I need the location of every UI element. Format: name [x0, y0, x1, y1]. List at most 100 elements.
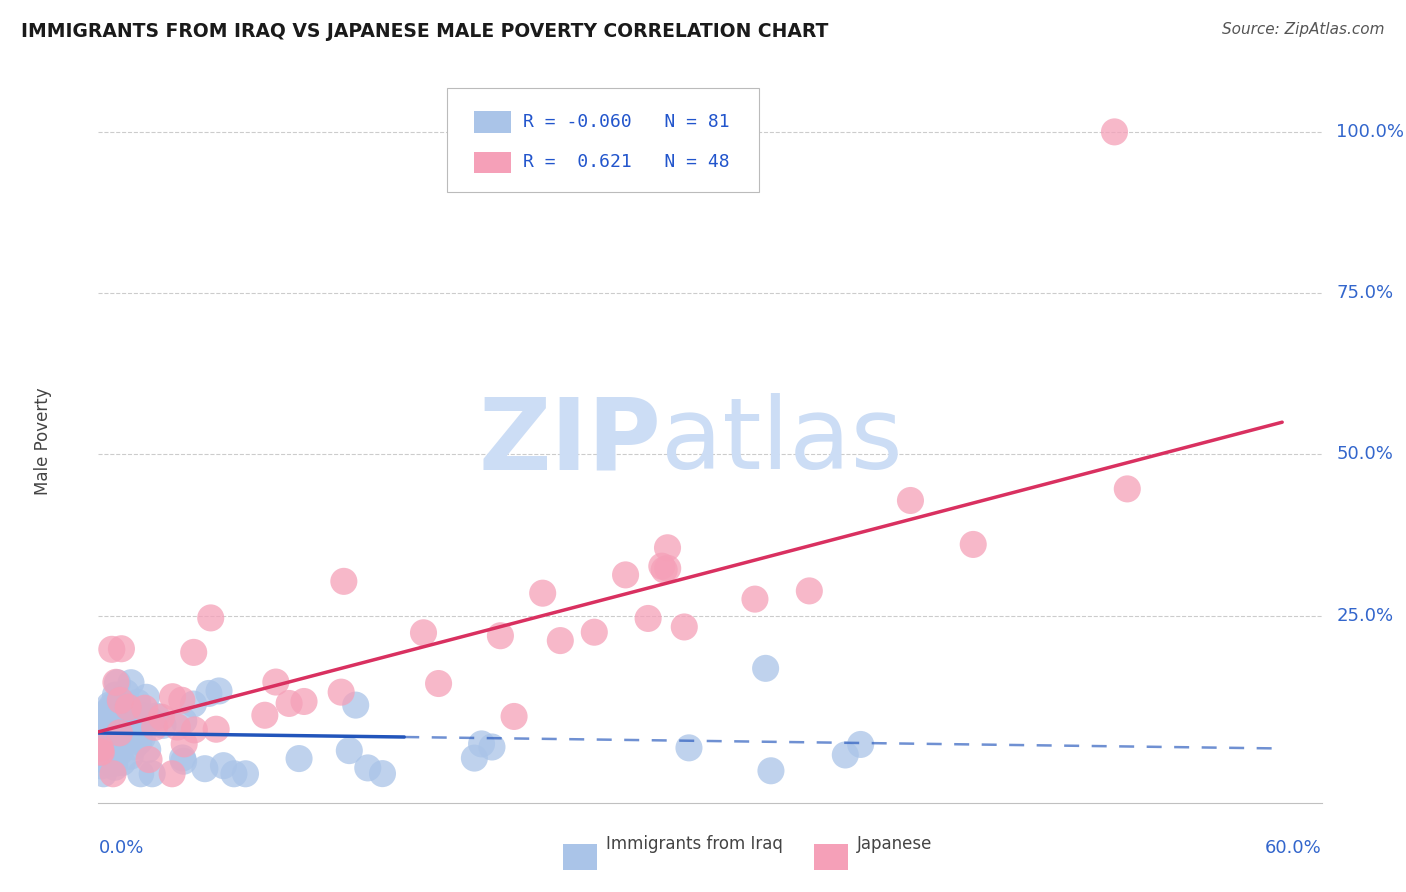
Point	[614, 568, 637, 582]
Point	[183, 697, 205, 711]
Text: 60.0%: 60.0%	[1265, 838, 1322, 857]
Point	[489, 629, 512, 643]
Point	[114, 723, 136, 738]
Point	[90, 752, 112, 766]
Point	[278, 697, 301, 711]
Point	[108, 707, 131, 722]
Point	[89, 717, 111, 731]
Text: Source: ZipAtlas.com: Source: ZipAtlas.com	[1222, 22, 1385, 37]
Point	[125, 732, 148, 747]
Point	[222, 766, 245, 780]
FancyBboxPatch shape	[814, 844, 848, 870]
Point	[503, 709, 526, 723]
Point	[132, 709, 155, 723]
Point	[160, 766, 183, 780]
Point	[651, 559, 673, 574]
Point	[481, 739, 503, 754]
Text: 25.0%: 25.0%	[1336, 607, 1393, 624]
Point	[115, 710, 138, 724]
Point	[139, 713, 162, 727]
Point	[129, 766, 152, 780]
Text: R = -0.060   N = 81: R = -0.060 N = 81	[523, 112, 730, 131]
Point	[100, 744, 122, 758]
Point	[90, 728, 112, 742]
Point	[150, 710, 173, 724]
Text: Immigrants from Iraq: Immigrants from Iraq	[606, 835, 783, 853]
Point	[117, 724, 139, 739]
Point	[112, 715, 135, 730]
Point	[101, 766, 124, 780]
Point	[173, 737, 195, 751]
Point	[100, 699, 122, 714]
FancyBboxPatch shape	[474, 111, 510, 133]
Point	[135, 690, 157, 705]
Point	[744, 592, 766, 607]
Point	[104, 760, 127, 774]
Point	[962, 537, 984, 551]
Point	[900, 493, 922, 508]
Point	[637, 611, 659, 625]
Point	[107, 675, 129, 690]
FancyBboxPatch shape	[474, 152, 510, 173]
Point	[127, 695, 149, 709]
Point	[162, 690, 184, 704]
Point	[288, 751, 311, 765]
Point	[110, 706, 132, 720]
Point	[333, 574, 356, 589]
Point	[93, 766, 115, 780]
Point	[104, 675, 127, 690]
Point	[145, 709, 167, 723]
Point	[657, 561, 679, 575]
Point	[136, 742, 159, 756]
Text: 100.0%: 100.0%	[1336, 123, 1405, 141]
Point	[108, 720, 131, 734]
Point	[120, 749, 142, 764]
Point	[104, 756, 127, 771]
Point	[120, 675, 142, 690]
Point	[198, 686, 221, 700]
Point	[98, 739, 121, 753]
Point	[143, 720, 166, 734]
Point	[657, 541, 679, 555]
Point	[90, 718, 112, 732]
Point	[141, 766, 163, 780]
Point	[128, 731, 150, 746]
Point	[371, 766, 394, 780]
Point	[652, 563, 675, 577]
Point	[427, 676, 450, 690]
Point	[172, 751, 194, 765]
Point	[264, 675, 287, 690]
Point	[114, 730, 136, 744]
Point	[107, 740, 129, 755]
Point	[205, 723, 228, 737]
Point	[152, 718, 174, 732]
Point	[90, 745, 112, 759]
Point	[583, 625, 606, 640]
Text: ZIP: ZIP	[478, 393, 661, 490]
Point	[112, 709, 135, 723]
Point	[122, 739, 145, 754]
Point	[166, 720, 188, 734]
Point	[755, 661, 778, 675]
Text: 75.0%: 75.0%	[1336, 285, 1393, 302]
Point	[471, 737, 494, 751]
Point	[194, 762, 217, 776]
Point	[94, 719, 117, 733]
Point	[103, 739, 125, 753]
Point	[131, 731, 153, 745]
Point	[108, 745, 131, 759]
Point	[673, 620, 696, 634]
Point	[212, 758, 235, 772]
Point	[110, 737, 132, 751]
Point	[173, 754, 195, 768]
Point	[89, 741, 111, 756]
Point	[97, 705, 120, 719]
Point	[208, 684, 231, 698]
Point	[1116, 482, 1139, 496]
Point	[114, 701, 136, 715]
Text: IMMIGRANTS FROM IRAQ VS JAPANESE MALE POVERTY CORRELATION CHART: IMMIGRANTS FROM IRAQ VS JAPANESE MALE PO…	[21, 22, 828, 41]
Point	[132, 713, 155, 727]
Point	[138, 753, 160, 767]
Point	[550, 633, 572, 648]
Point	[104, 734, 127, 748]
